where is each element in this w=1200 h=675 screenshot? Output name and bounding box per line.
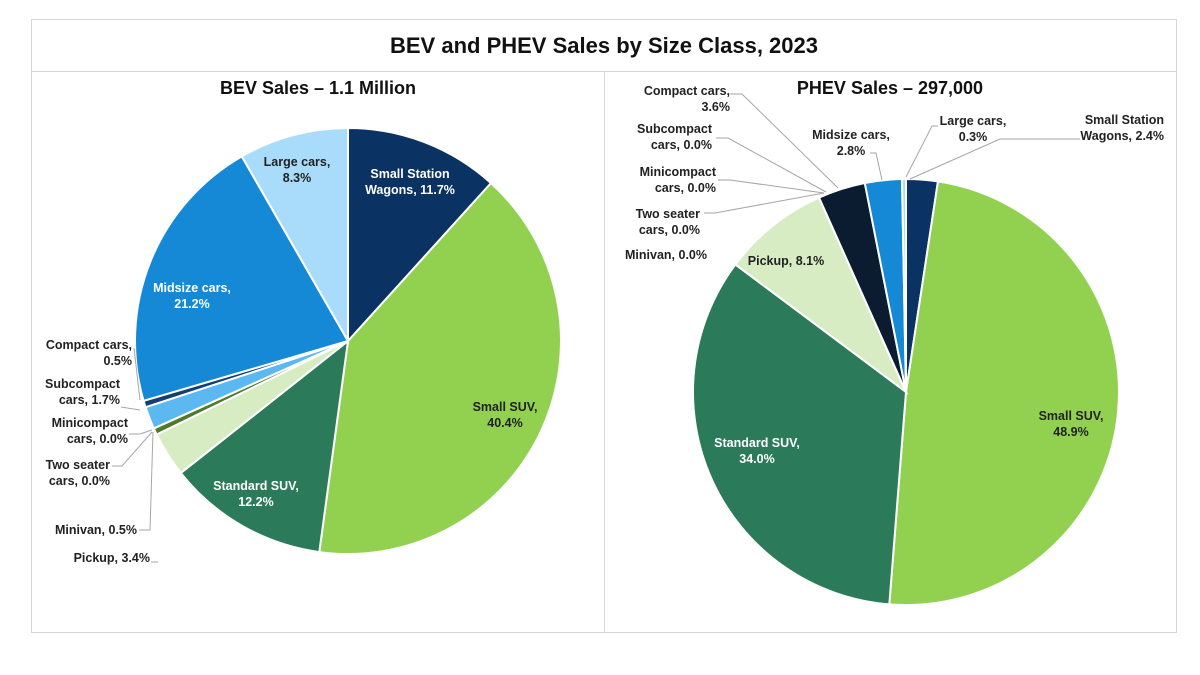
phev-label-9: Midsize cars, 2.8% (812, 128, 890, 158)
chart-frame: BEV and PHEV Sales by Size Class, 2023 (31, 19, 1177, 633)
bev-label-8: Compact cars, 0.5% (46, 338, 132, 368)
bev-leader-5 (112, 431, 153, 467)
phev-leader-10 (905, 125, 938, 178)
bev-leader-6 (129, 429, 153, 435)
phev-leader-0 (909, 138, 1080, 180)
bev-slice-9 (134, 155, 350, 403)
bev-label-9: Midsize cars, 21.2% (153, 281, 231, 311)
bev-slice-10 (240, 126, 349, 345)
bev-label-10: Large cars, 8.3% (264, 155, 331, 185)
panel-divider (604, 72, 605, 633)
bev-leader-7 (120, 406, 141, 411)
chart-title: BEV and PHEV Sales by Size Class, 2023 (32, 20, 1176, 72)
bev-leader-4 (139, 431, 154, 531)
phev-pie-title: PHEV Sales – 297,000 (797, 78, 983, 98)
bev-label-2: Standard SUV, 12.2% (213, 479, 299, 509)
bev-pie-title: BEV Sales – 1.1 Million (220, 78, 416, 98)
bev-label-5: Two seater cars, 0.0% (46, 458, 111, 488)
phev-leader-9 (870, 152, 883, 181)
phev-label-3: Pickup, 8.1% (748, 254, 824, 268)
phev-leader-7 (716, 137, 827, 193)
phev-label-6: Minicompact cars, 0.0% (640, 165, 717, 195)
bev-label-1: Small SUV, 40.4% (473, 400, 538, 430)
bev-slice-0 (347, 126, 493, 344)
phev-label-10: Large cars, 0.3% (940, 114, 1007, 144)
bev-label-7: Subcompact cars, 1.7% (45, 377, 121, 407)
phev-label-4: Minivan, 0.0% (625, 248, 707, 262)
bev-label-6: Minicompact cars, 0.0% (52, 416, 129, 446)
phev-slice-3 (733, 196, 909, 396)
phev-leader-6 (718, 179, 825, 194)
phev-label-7: Subcompact cars, 0.0% (637, 122, 713, 152)
bev-label-3: Pickup, 3.4% (74, 551, 150, 565)
phev-leader-8 (730, 93, 839, 189)
phev-leader-5 (704, 192, 825, 214)
phev-label-2: Standard SUV, 34.0% (714, 436, 800, 466)
phev-label-8: Compact cars, 3.6% (644, 84, 730, 114)
phev-slice-2 (692, 263, 908, 606)
phev-label-5: Two seater cars, 0.0% (636, 207, 701, 237)
bev-label-0: Small Station Wagons, 11.7% (365, 167, 455, 197)
bev-leader-8 (133, 347, 141, 401)
bev-label-4: Minivan, 0.5% (55, 523, 137, 537)
phev-label-1: Small SUV, 48.9% (1039, 409, 1104, 439)
phev-label-0: Small Station Wagons, 2.4% (1080, 113, 1164, 143)
phev-slice-10 (900, 177, 907, 393)
bev-slice-1 (318, 181, 562, 555)
phev-slice-1 (888, 180, 1120, 606)
bev-slice-2 (179, 338, 350, 554)
